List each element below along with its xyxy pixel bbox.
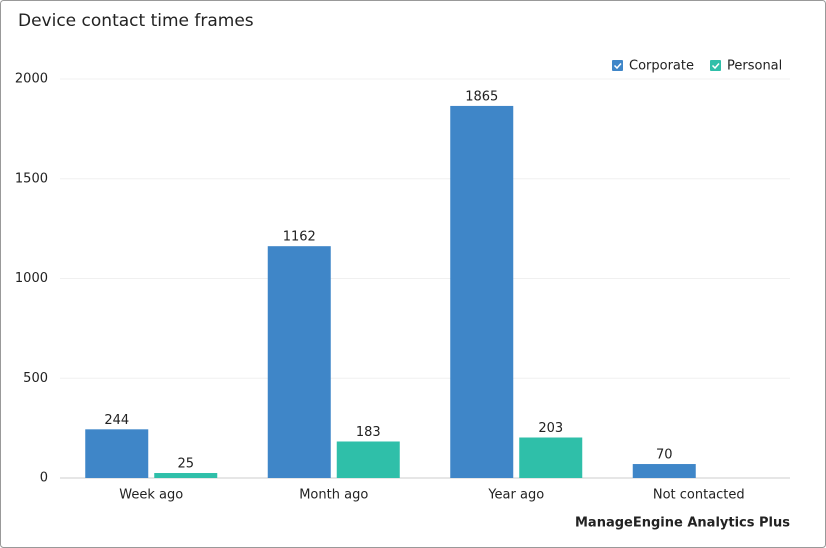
x-tick-label: Month ago	[299, 488, 368, 503]
value-label: 25	[177, 457, 194, 472]
legend-label: Corporate	[629, 59, 694, 74]
legend-label: Personal	[727, 59, 782, 74]
x-tick-label: Year ago	[487, 488, 544, 503]
bar	[154, 473, 218, 478]
value-label: 244	[104, 413, 129, 428]
branding: ManageEngine Analytics Plus	[575, 516, 790, 531]
y-tick-label: 500	[23, 371, 48, 386]
bar	[267, 246, 331, 478]
y-tick-label: 2000	[15, 72, 48, 87]
legend-swatch	[612, 60, 623, 71]
legend-check	[711, 63, 720, 70]
value-label: 183	[356, 425, 381, 440]
y-tick-label: 1500	[15, 171, 48, 186]
x-tick-label: Not contacted	[653, 488, 745, 503]
bar	[85, 429, 149, 478]
value-label: 1162	[283, 230, 316, 245]
bar	[632, 464, 696, 478]
bar	[450, 105, 514, 479]
y-tick-label: 1000	[15, 271, 48, 286]
x-tick-label: Week ago	[119, 488, 183, 503]
bar	[519, 437, 583, 478]
legend-check	[613, 63, 622, 70]
value-label: 203	[538, 421, 563, 436]
chart-title: Device contact time frames	[18, 11, 254, 31]
bar	[336, 441, 400, 478]
y-tick-label: 0	[40, 471, 48, 486]
value-label: 1865	[465, 89, 498, 104]
value-label: 70	[656, 448, 673, 463]
legend-swatch	[710, 60, 721, 71]
